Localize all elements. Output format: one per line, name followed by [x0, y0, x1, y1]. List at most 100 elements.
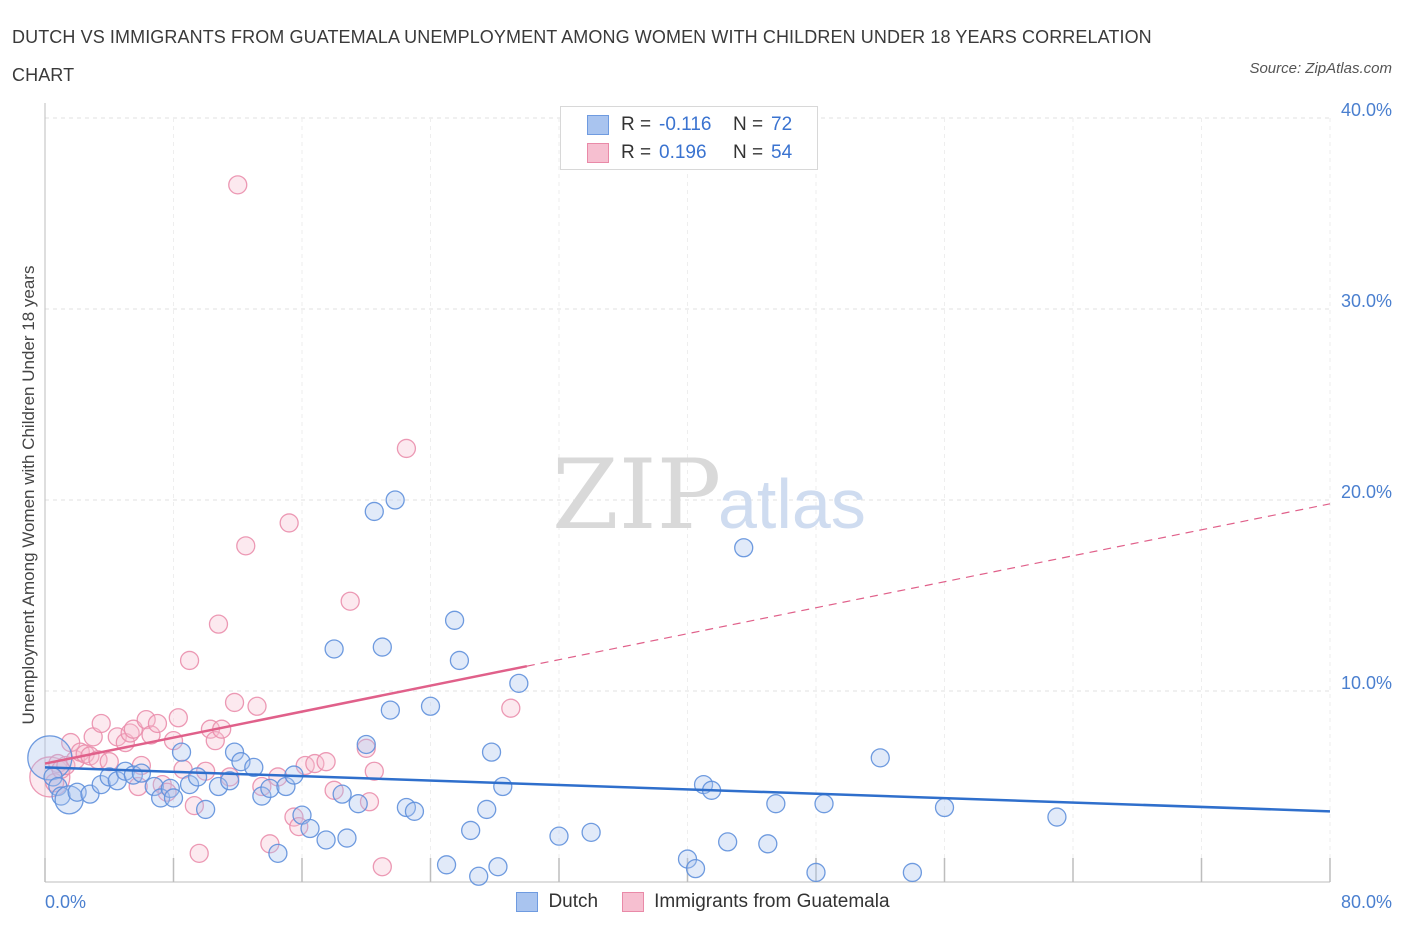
dutch-point [461, 820, 481, 841]
dutch-point [252, 786, 272, 806]
dutch-point [385, 490, 405, 510]
guatemala-point [228, 175, 248, 195]
y-tick-label: 30.0% [1341, 291, 1392, 311]
dutch-point [244, 757, 264, 778]
guatemala-point [396, 438, 417, 459]
dutch-point [268, 843, 288, 863]
guatemala-point [247, 696, 267, 716]
watermark-atlas: atlas [718, 465, 866, 543]
guatemala-point [205, 731, 225, 751]
guatemala-point [141, 725, 161, 745]
dutch-point [549, 826, 569, 846]
legend-row-dutch: R = -0.116 N = 72 [587, 113, 792, 137]
dutch-point [332, 784, 352, 804]
dutch-point [372, 637, 392, 657]
y-tick-label: 10.0% [1341, 673, 1392, 693]
dutch-point [488, 857, 508, 877]
dutch-point [163, 788, 184, 808]
watermark-zip: ZIP [552, 439, 721, 551]
legend-r-value: 0.196 [659, 142, 707, 163]
guatemala-point [279, 513, 299, 533]
dutch-point [144, 776, 164, 797]
legend-r-label: R = [621, 142, 652, 163]
series-legend: Dutch Immigrants from Guatemala [0, 888, 1406, 916]
dutch-point [220, 771, 240, 791]
dutch-point [260, 778, 280, 799]
dutch-point [870, 748, 890, 768]
dutch-point [356, 734, 376, 755]
legend-swatch-dutch [587, 115, 609, 135]
guatemala-point [123, 719, 143, 739]
y-tick-labels: 10.0% 20.0% 30.0% 40.0% [1341, 100, 1392, 693]
trendlines [44, 503, 1331, 813]
legend-n-value: 72 [771, 114, 793, 135]
y-tick-label: 20.0% [1341, 482, 1392, 502]
guatemala-point [208, 614, 229, 634]
dutch-point [316, 830, 336, 850]
trendline-guatemala-projection [526, 503, 1331, 667]
dutch-point [348, 794, 368, 814]
legend-n-value: 54 [771, 142, 793, 163]
dutch-point [581, 822, 601, 842]
legend-n-label: N = [733, 142, 764, 163]
legend-r-value: -0.116 [659, 114, 712, 135]
source-label: Source: ZipAtlas.com [1249, 60, 1392, 77]
legend-row-guatemala: R = 0.196 N = 54 [587, 141, 792, 165]
stats-legend: R = -0.116 N = 72 R = 0.196 N = 54 [560, 106, 818, 170]
dutch-point [179, 774, 200, 795]
dutch-point [481, 742, 502, 762]
dutch-point [91, 774, 111, 795]
legend-swatch-guatemala [622, 892, 645, 912]
legend-label-dutch: Dutch [548, 891, 599, 912]
dutch-point [208, 776, 229, 797]
dutch-point [300, 818, 320, 839]
guatemala-point [179, 650, 200, 671]
dutch-point [718, 832, 738, 852]
dutch-point [493, 776, 513, 797]
legend-swatch-dutch [516, 892, 539, 912]
dutch-point [131, 763, 152, 783]
trendline-guatemala [44, 664, 528, 765]
legend-r-label: R = [621, 114, 652, 135]
dutch-point [477, 799, 497, 820]
dutch-point [436, 855, 457, 875]
dutch-point [734, 538, 754, 558]
guatemala-point [136, 710, 156, 730]
dutch-point [444, 610, 465, 630]
x-tick-label: 0.0% [45, 892, 86, 912]
dutch-point [324, 639, 344, 659]
chart-title: DUTCH VS IMMIGRANTS FROM GUATEMALA UNEMP… [12, 27, 1152, 85]
dutch-point [685, 858, 706, 879]
dutch-point [806, 862, 826, 883]
guatemala-point [372, 857, 392, 877]
dutch-point [380, 700, 400, 720]
dutch-point [1047, 807, 1067, 827]
dutch-point [187, 767, 208, 787]
dutch-point [337, 828, 357, 848]
guatemala-point [91, 713, 111, 734]
guatemala-point [168, 708, 188, 728]
y-tick-label: 40.0% [1341, 100, 1392, 120]
guatemala-point [189, 843, 209, 863]
guatemala-point [284, 807, 304, 827]
guatemala-point [184, 795, 205, 816]
legend-n-label: N = [733, 114, 764, 135]
dutch-point [469, 866, 489, 886]
dutch-point [902, 862, 923, 883]
trendline-dutch [44, 766, 1331, 813]
guatemala-point [316, 752, 336, 772]
dutch-point [195, 799, 216, 820]
axes [44, 103, 1331, 883]
y-axis-label: Unemployment Among Women with Children U… [19, 266, 38, 725]
guatemala-point [501, 698, 521, 718]
guatemala-point [236, 536, 256, 556]
x-tick-label: 80.0% [1341, 892, 1392, 912]
dutch-point [758, 834, 778, 854]
legend-swatch-guatemala [587, 143, 609, 163]
dutch-point [404, 801, 425, 821]
dutch-point [364, 501, 384, 522]
dutch-point [449, 650, 470, 671]
dutch-point [51, 786, 71, 806]
dutch-point [509, 673, 529, 694]
